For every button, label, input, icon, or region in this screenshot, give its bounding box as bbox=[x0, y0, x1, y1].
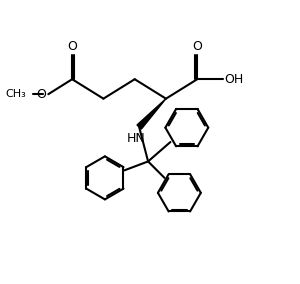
Text: O: O bbox=[36, 88, 46, 101]
Text: O: O bbox=[192, 40, 202, 53]
Text: OH: OH bbox=[224, 73, 243, 86]
Text: O: O bbox=[67, 40, 77, 53]
Polygon shape bbox=[137, 99, 166, 129]
Text: CH₃: CH₃ bbox=[5, 89, 26, 99]
Text: HN: HN bbox=[127, 132, 146, 145]
